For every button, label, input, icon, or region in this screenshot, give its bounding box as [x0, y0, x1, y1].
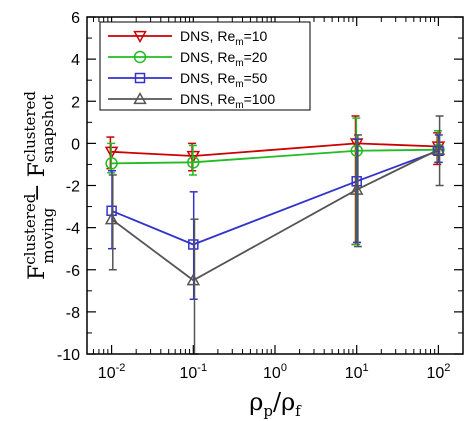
data-point [104, 212, 119, 225]
legend-label-sub: m [235, 100, 243, 111]
legend-label: DNS, Rem=20 [180, 49, 268, 69]
series-1 [105, 117, 445, 246]
legend-label: DNS, Rem=50 [180, 70, 268, 90]
x-tick-label: 101 [345, 362, 369, 382]
y-tick-label: -2 [66, 179, 80, 196]
series-line [111, 149, 439, 246]
data-point [351, 176, 362, 187]
x-tick-base: 10 [180, 365, 198, 382]
x-tick-label: 10-2 [98, 362, 126, 382]
data-point [433, 145, 444, 156]
legend-label-tail: =50 [244, 70, 268, 86]
x-tick-exponent: 0 [281, 362, 287, 374]
y-axis-title-part: F [25, 162, 50, 177]
data-point [106, 205, 117, 217]
data-point [186, 273, 201, 286]
plot-area [104, 115, 446, 355]
series-line [111, 148, 439, 165]
legend-label-main: DNS, Re [180, 28, 235, 44]
legend-label-main: DNS, Re [180, 70, 235, 86]
legend-label-sub: m [235, 58, 243, 69]
series-0 [104, 115, 446, 246]
legend-label-main: DNS, Re [180, 49, 235, 65]
x-axis-title-part: / [273, 388, 282, 416]
y-tick-label: 6 [71, 10, 80, 27]
x-axis-title-part: p [263, 402, 273, 420]
legend-label: DNS, Rem=10 [180, 28, 268, 48]
legend-label: DNS, Rem=100 [180, 91, 275, 111]
y-axis-title-part: snapshot [39, 95, 57, 163]
y-tick-label: 0 [71, 136, 80, 153]
y-axis-title-part: − [25, 183, 50, 201]
y-tick-label: -10 [57, 347, 80, 364]
data-point [105, 157, 118, 170]
series-3 [104, 115, 446, 355]
x-tick-base: 10 [345, 365, 363, 382]
y-tick-label: 4 [71, 52, 80, 69]
data-point [349, 182, 364, 195]
x-tick-exponent: 1 [363, 362, 369, 374]
y-tick-label: -8 [66, 305, 80, 322]
x-tick-label: 102 [426, 362, 450, 382]
data-point [188, 239, 199, 250]
legend-marker [133, 50, 147, 64]
legend-label-sub: m [235, 79, 243, 90]
series-line [111, 142, 439, 157]
legend-label-tail: =10 [244, 28, 268, 44]
x-axis-title-part: ρ [249, 388, 263, 416]
x-tick-base: 10 [426, 365, 444, 382]
y-axis-title-part: moving [39, 207, 57, 263]
legend-label-tail: =100 [244, 91, 276, 107]
y-tick-label: -4 [66, 221, 80, 238]
legend-marker [134, 72, 146, 84]
x-tick-base: 10 [263, 365, 281, 382]
data-point [431, 142, 446, 155]
series-line [111, 148, 439, 282]
legend-label-main: DNS, Re [180, 91, 235, 107]
x-tick-label: 100 [263, 362, 287, 382]
series-2 [106, 134, 444, 300]
y-axis-title: Fclusteredmoving−Fclusteredsnapshot [21, 91, 57, 280]
legend-marker [133, 91, 147, 105]
x-axis-title: ρp/ρf [249, 388, 302, 420]
y-axis-title-part: clustered [21, 91, 39, 163]
x-tick-exponent: -1 [197, 362, 207, 374]
x-tick-base: 10 [98, 365, 116, 382]
y-axis-title-part: F [25, 265, 50, 280]
x-axis-title-part: ρ [281, 388, 295, 416]
data-point [187, 156, 200, 169]
x-tick-exponent: -2 [116, 362, 126, 374]
legend-marker [133, 30, 147, 44]
x-tick-exponent: 2 [444, 362, 450, 374]
y-axis-title-part: clustered [21, 193, 39, 265]
y-tick-label: 2 [71, 94, 80, 111]
y-tick-label: -6 [66, 263, 80, 280]
legend-label-tail: =20 [244, 49, 268, 65]
x-axis-title-part: f [295, 402, 302, 420]
x-tick-label: 10-1 [180, 362, 208, 382]
legend-label-sub: m [235, 37, 243, 48]
